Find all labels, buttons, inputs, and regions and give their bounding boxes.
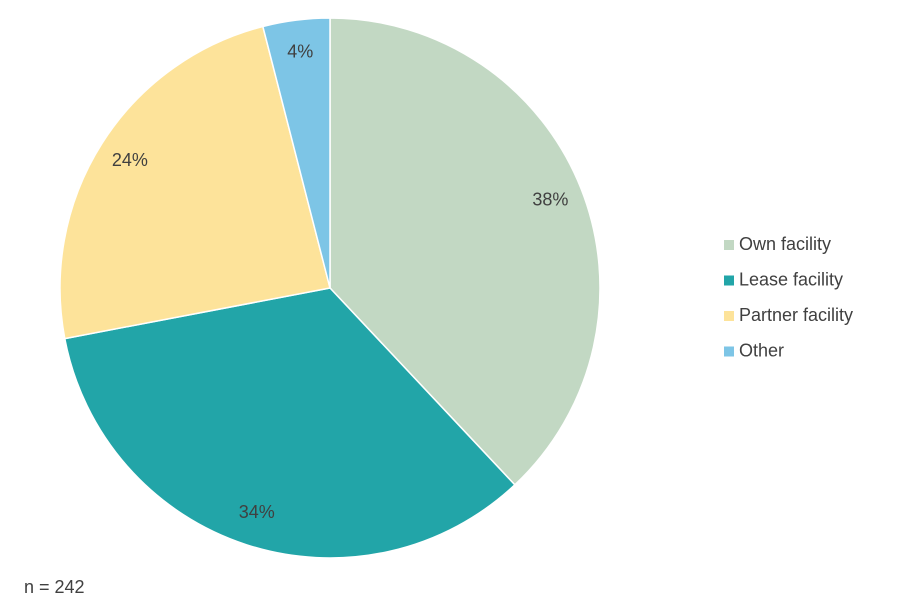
pie-slice	[261, 17, 331, 289]
note: n = 242	[24, 577, 85, 597]
legend-label: Partner facility	[739, 305, 853, 325]
data-label: 38%	[532, 190, 568, 210]
legend-swatch	[724, 346, 734, 357]
data-label: 24%	[112, 150, 148, 170]
data-label: 34%	[239, 502, 275, 522]
legend-label: Lease facility	[739, 269, 843, 289]
legend-swatch	[724, 275, 734, 286]
data-label: 4%	[287, 42, 313, 62]
legend-swatch	[724, 240, 734, 250]
pie-slice	[329, 17, 601, 486]
pie-slice	[63, 287, 516, 559]
legend-swatch	[724, 311, 734, 321]
legend-label: Own facility	[739, 234, 831, 254]
pie-slice	[59, 25, 331, 340]
legend-label: Other	[739, 340, 784, 360]
